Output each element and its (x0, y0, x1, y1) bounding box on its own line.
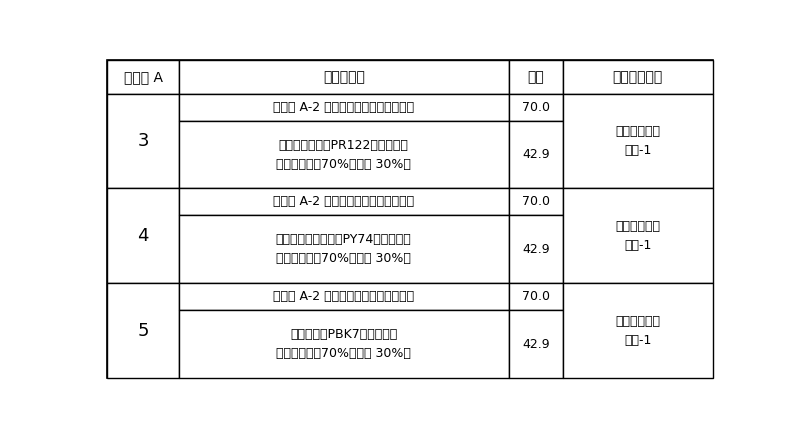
Bar (107, 60, 179, 94)
Bar (107, 94, 179, 188)
Text: 高浓度着色剂: 高浓度着色剂 (613, 70, 663, 84)
Bar (509, 310, 563, 378)
Text: 5: 5 (138, 322, 149, 339)
Text: 42.9: 42.9 (522, 148, 550, 161)
Bar (509, 215, 563, 283)
Text: 70.0: 70.0 (522, 290, 550, 303)
Text: 所用的材料: 所用的材料 (323, 70, 365, 84)
Bar (563, 283, 713, 378)
Bar (107, 188, 179, 283)
Bar (563, 188, 713, 283)
Text: 份数: 份数 (527, 70, 544, 84)
Bar (509, 188, 563, 215)
Text: 喹吓啊饼颜料（PR122）的含水物
（颜料成分：70%、水分 30%）: 喹吓啊饼颜料（PR122）的含水物 （颜料成分：70%、水分 30%） (276, 138, 411, 171)
Bar (179, 94, 509, 121)
Bar (179, 215, 509, 283)
Bar (509, 283, 563, 310)
Bar (179, 60, 509, 94)
Bar (179, 188, 509, 215)
Text: 实施例 A-2 中使用的聚丙烯系树脂粉末: 实施例 A-2 中使用的聚丙烯系树脂粉末 (273, 101, 414, 114)
Text: 实施例 A-2 中使用的聚丙烯系树脂粉末: 实施例 A-2 中使用的聚丙烯系树脂粉末 (273, 195, 414, 208)
Text: 70.0: 70.0 (522, 195, 550, 208)
Text: 42.9: 42.9 (522, 243, 550, 256)
Bar (509, 60, 563, 94)
Text: 实施例 A-2 中使用的聚丙烯系树脂粉末: 实施例 A-2 中使用的聚丙烯系树脂粉末 (273, 290, 414, 303)
Bar (509, 94, 563, 121)
Bar (509, 121, 563, 188)
Text: 4: 4 (138, 227, 149, 245)
Bar (563, 94, 713, 188)
Text: 红色高浓度着
色剂-1: 红色高浓度着 色剂-1 (615, 125, 660, 157)
Text: 3: 3 (138, 132, 149, 150)
Text: 单偶氮系黄色颜料（PY74）的含水物
（颜料成分：70%、水分 30%）: 单偶氮系黄色颜料（PY74）的含水物 （颜料成分：70%、水分 30%） (276, 233, 412, 265)
Text: 70.0: 70.0 (522, 101, 550, 114)
Text: 黑色高浓度着
色剂-1: 黑色高浓度着 色剂-1 (615, 315, 660, 347)
Bar (179, 283, 509, 310)
Bar (179, 121, 509, 188)
Bar (179, 310, 509, 378)
Bar (107, 283, 179, 378)
Text: 42.9: 42.9 (522, 338, 550, 351)
Text: 炭黑颜料（PBK7）的含水物
（颜料成分：70%、水分 30%）: 炭黑颜料（PBK7）的含水物 （颜料成分：70%、水分 30%） (276, 328, 411, 360)
Text: 黄色高浓度着
色剂-1: 黄色高浓度着 色剂-1 (615, 220, 660, 252)
Bar (563, 60, 713, 94)
Text: 实施例 A: 实施例 A (124, 70, 162, 84)
